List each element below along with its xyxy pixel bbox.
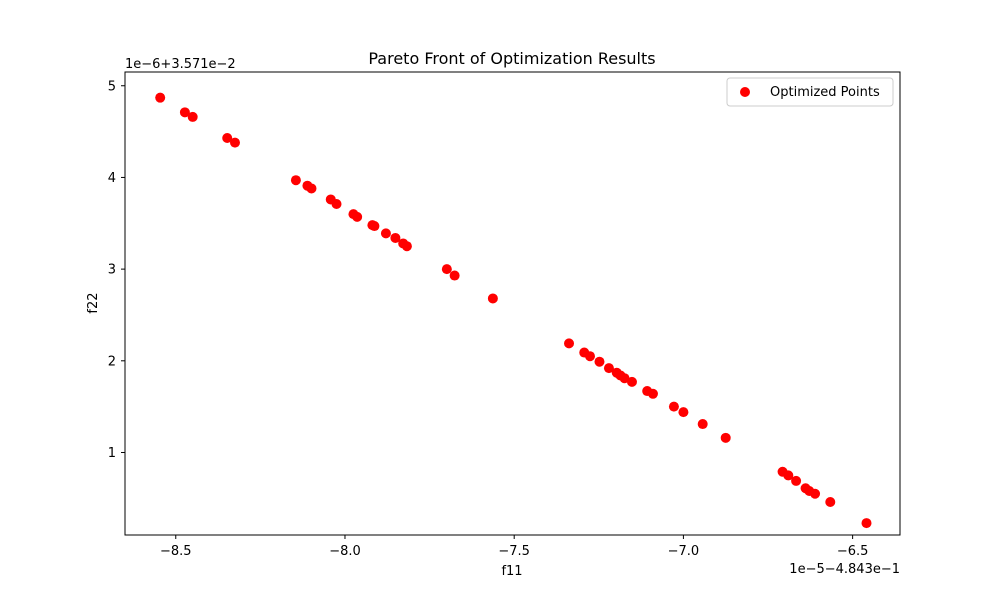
data-point — [390, 232, 401, 243]
data-point — [487, 293, 498, 304]
x-offset-label: 1e−5−4.843e−1 — [789, 562, 900, 577]
data-point — [603, 363, 614, 374]
data-point — [647, 388, 658, 399]
y-tick-label: 5 — [108, 79, 116, 94]
data-point — [791, 475, 802, 486]
data-point — [179, 107, 190, 118]
data-point — [352, 211, 363, 222]
data-point — [861, 518, 872, 529]
data-point — [369, 221, 380, 232]
plot-frame — [124, 71, 901, 536]
legend: Optimized Points — [726, 77, 894, 107]
legend-frame — [726, 77, 894, 107]
x-axis-label: f11 — [501, 564, 522, 579]
data-point — [626, 376, 637, 387]
data-point — [380, 228, 391, 239]
y-axis-label: f22 — [86, 292, 101, 313]
data-point — [585, 351, 595, 362]
data-point — [449, 270, 460, 281]
data-point — [810, 488, 821, 499]
y-tick-label: 3 — [108, 263, 116, 278]
data-point — [290, 175, 301, 186]
x-tick-label: −8.0 — [329, 544, 361, 559]
data-point — [187, 111, 198, 122]
data-point — [306, 183, 317, 194]
data-point — [668, 401, 679, 412]
data-point — [401, 241, 412, 252]
x-tick-label: −7.0 — [668, 544, 700, 559]
x-tick-label: −8.5 — [160, 544, 192, 559]
data-point — [564, 338, 575, 349]
y-axis-ticks: 1 2 3 4 5 — [108, 79, 125, 461]
data-point — [678, 407, 689, 418]
y-tick-label: 1 — [108, 446, 116, 461]
data-point — [331, 199, 342, 210]
data-point — [594, 356, 605, 367]
x-tick-label: −7.5 — [498, 544, 530, 559]
data-point — [783, 470, 794, 481]
data-point — [441, 264, 452, 275]
scatter-points — [155, 92, 872, 529]
data-point — [720, 432, 731, 443]
data-point — [697, 419, 708, 430]
legend-marker — [740, 87, 750, 97]
data-point — [619, 373, 630, 384]
data-point — [825, 496, 836, 507]
y-offset-label: 1e−6+3.571e−2 — [125, 57, 236, 72]
legend-label: Optimized Points — [770, 85, 880, 100]
data-point — [155, 92, 166, 103]
y-tick-label: 4 — [108, 171, 116, 186]
data-point — [222, 133, 233, 144]
data-point — [229, 137, 240, 148]
y-tick-label: 2 — [108, 354, 116, 369]
chart-title: Pareto Front of Optimization Results — [368, 49, 655, 68]
x-axis-ticks: −8.5 −8.0 −7.5 −7.0 −6.5 — [160, 535, 868, 559]
x-tick-label: −6.5 — [837, 544, 869, 559]
